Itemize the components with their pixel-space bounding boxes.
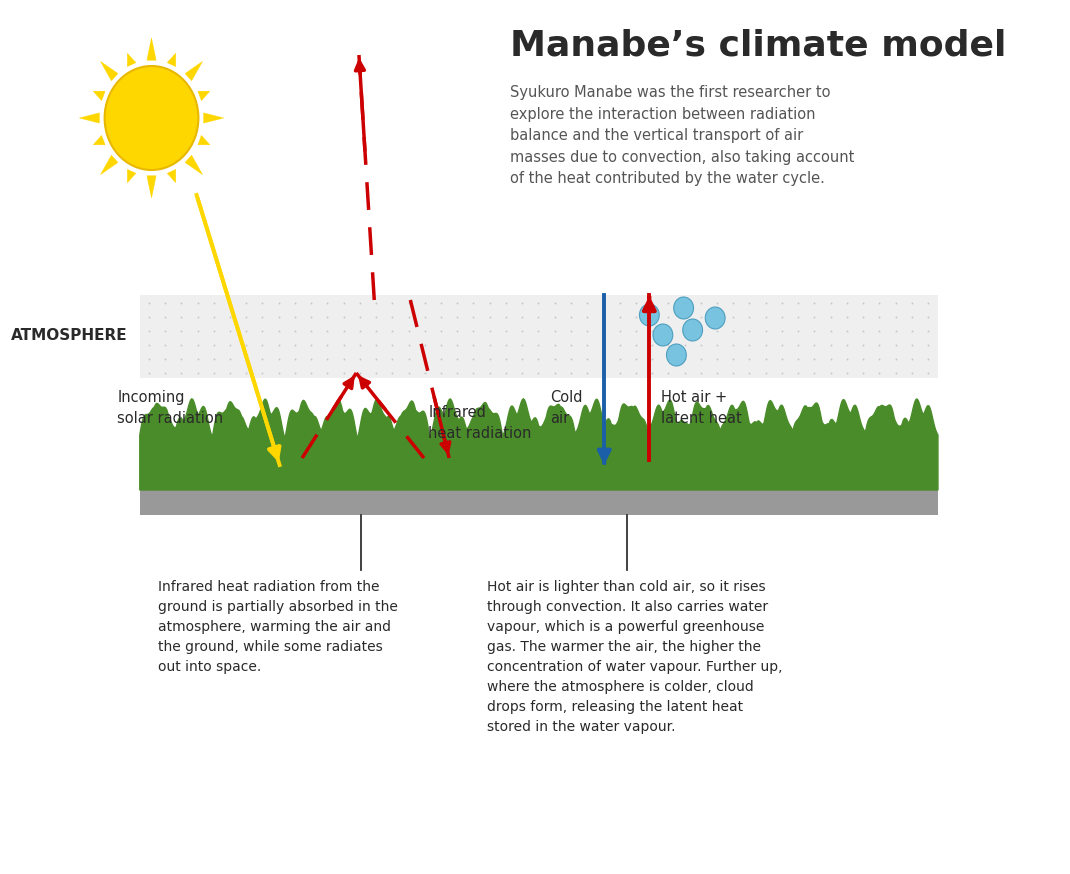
Polygon shape	[147, 176, 156, 198]
Bar	[140, 490, 938, 515]
Circle shape	[705, 307, 725, 329]
Text: Infrared
heat radiation: Infrared heat radiation	[428, 405, 532, 441]
Polygon shape	[127, 53, 136, 66]
Circle shape	[667, 344, 686, 366]
Polygon shape	[79, 113, 100, 123]
Polygon shape	[167, 53, 175, 66]
Text: Hot air is lighter than cold air, so it rises
through convection. It also carrie: Hot air is lighter than cold air, so it …	[487, 580, 782, 734]
Polygon shape	[185, 61, 202, 80]
Polygon shape	[198, 91, 210, 101]
Polygon shape	[140, 399, 938, 490]
Polygon shape	[93, 91, 105, 101]
Circle shape	[674, 297, 693, 319]
Text: Infrared heat radiation from the
ground is partially absorbed in the
atmosphere,: Infrared heat radiation from the ground …	[158, 580, 398, 674]
Text: Syukuro Manabe was the first researcher to
explore the interaction between radia: Syukuro Manabe was the first researcher …	[509, 85, 854, 186]
Bar	[140, 295, 938, 378]
Polygon shape	[167, 170, 175, 183]
Polygon shape	[185, 156, 202, 175]
Polygon shape	[101, 156, 118, 175]
Text: Incoming
solar radiation: Incoming solar radiation	[118, 390, 224, 426]
Circle shape	[683, 319, 703, 341]
Text: Manabe’s climate model: Manabe’s climate model	[509, 28, 1006, 62]
Polygon shape	[101, 61, 118, 80]
Circle shape	[653, 324, 673, 346]
Circle shape	[105, 66, 198, 170]
Circle shape	[640, 304, 659, 326]
Text: ATMOSPHERE: ATMOSPHERE	[11, 329, 127, 343]
Polygon shape	[93, 135, 105, 145]
Polygon shape	[147, 38, 156, 60]
Polygon shape	[198, 135, 210, 145]
Polygon shape	[127, 170, 136, 183]
Text: Hot air +
latent heat: Hot air + latent heat	[661, 390, 742, 426]
Text: Cold
air: Cold air	[550, 390, 583, 426]
Polygon shape	[203, 113, 224, 123]
